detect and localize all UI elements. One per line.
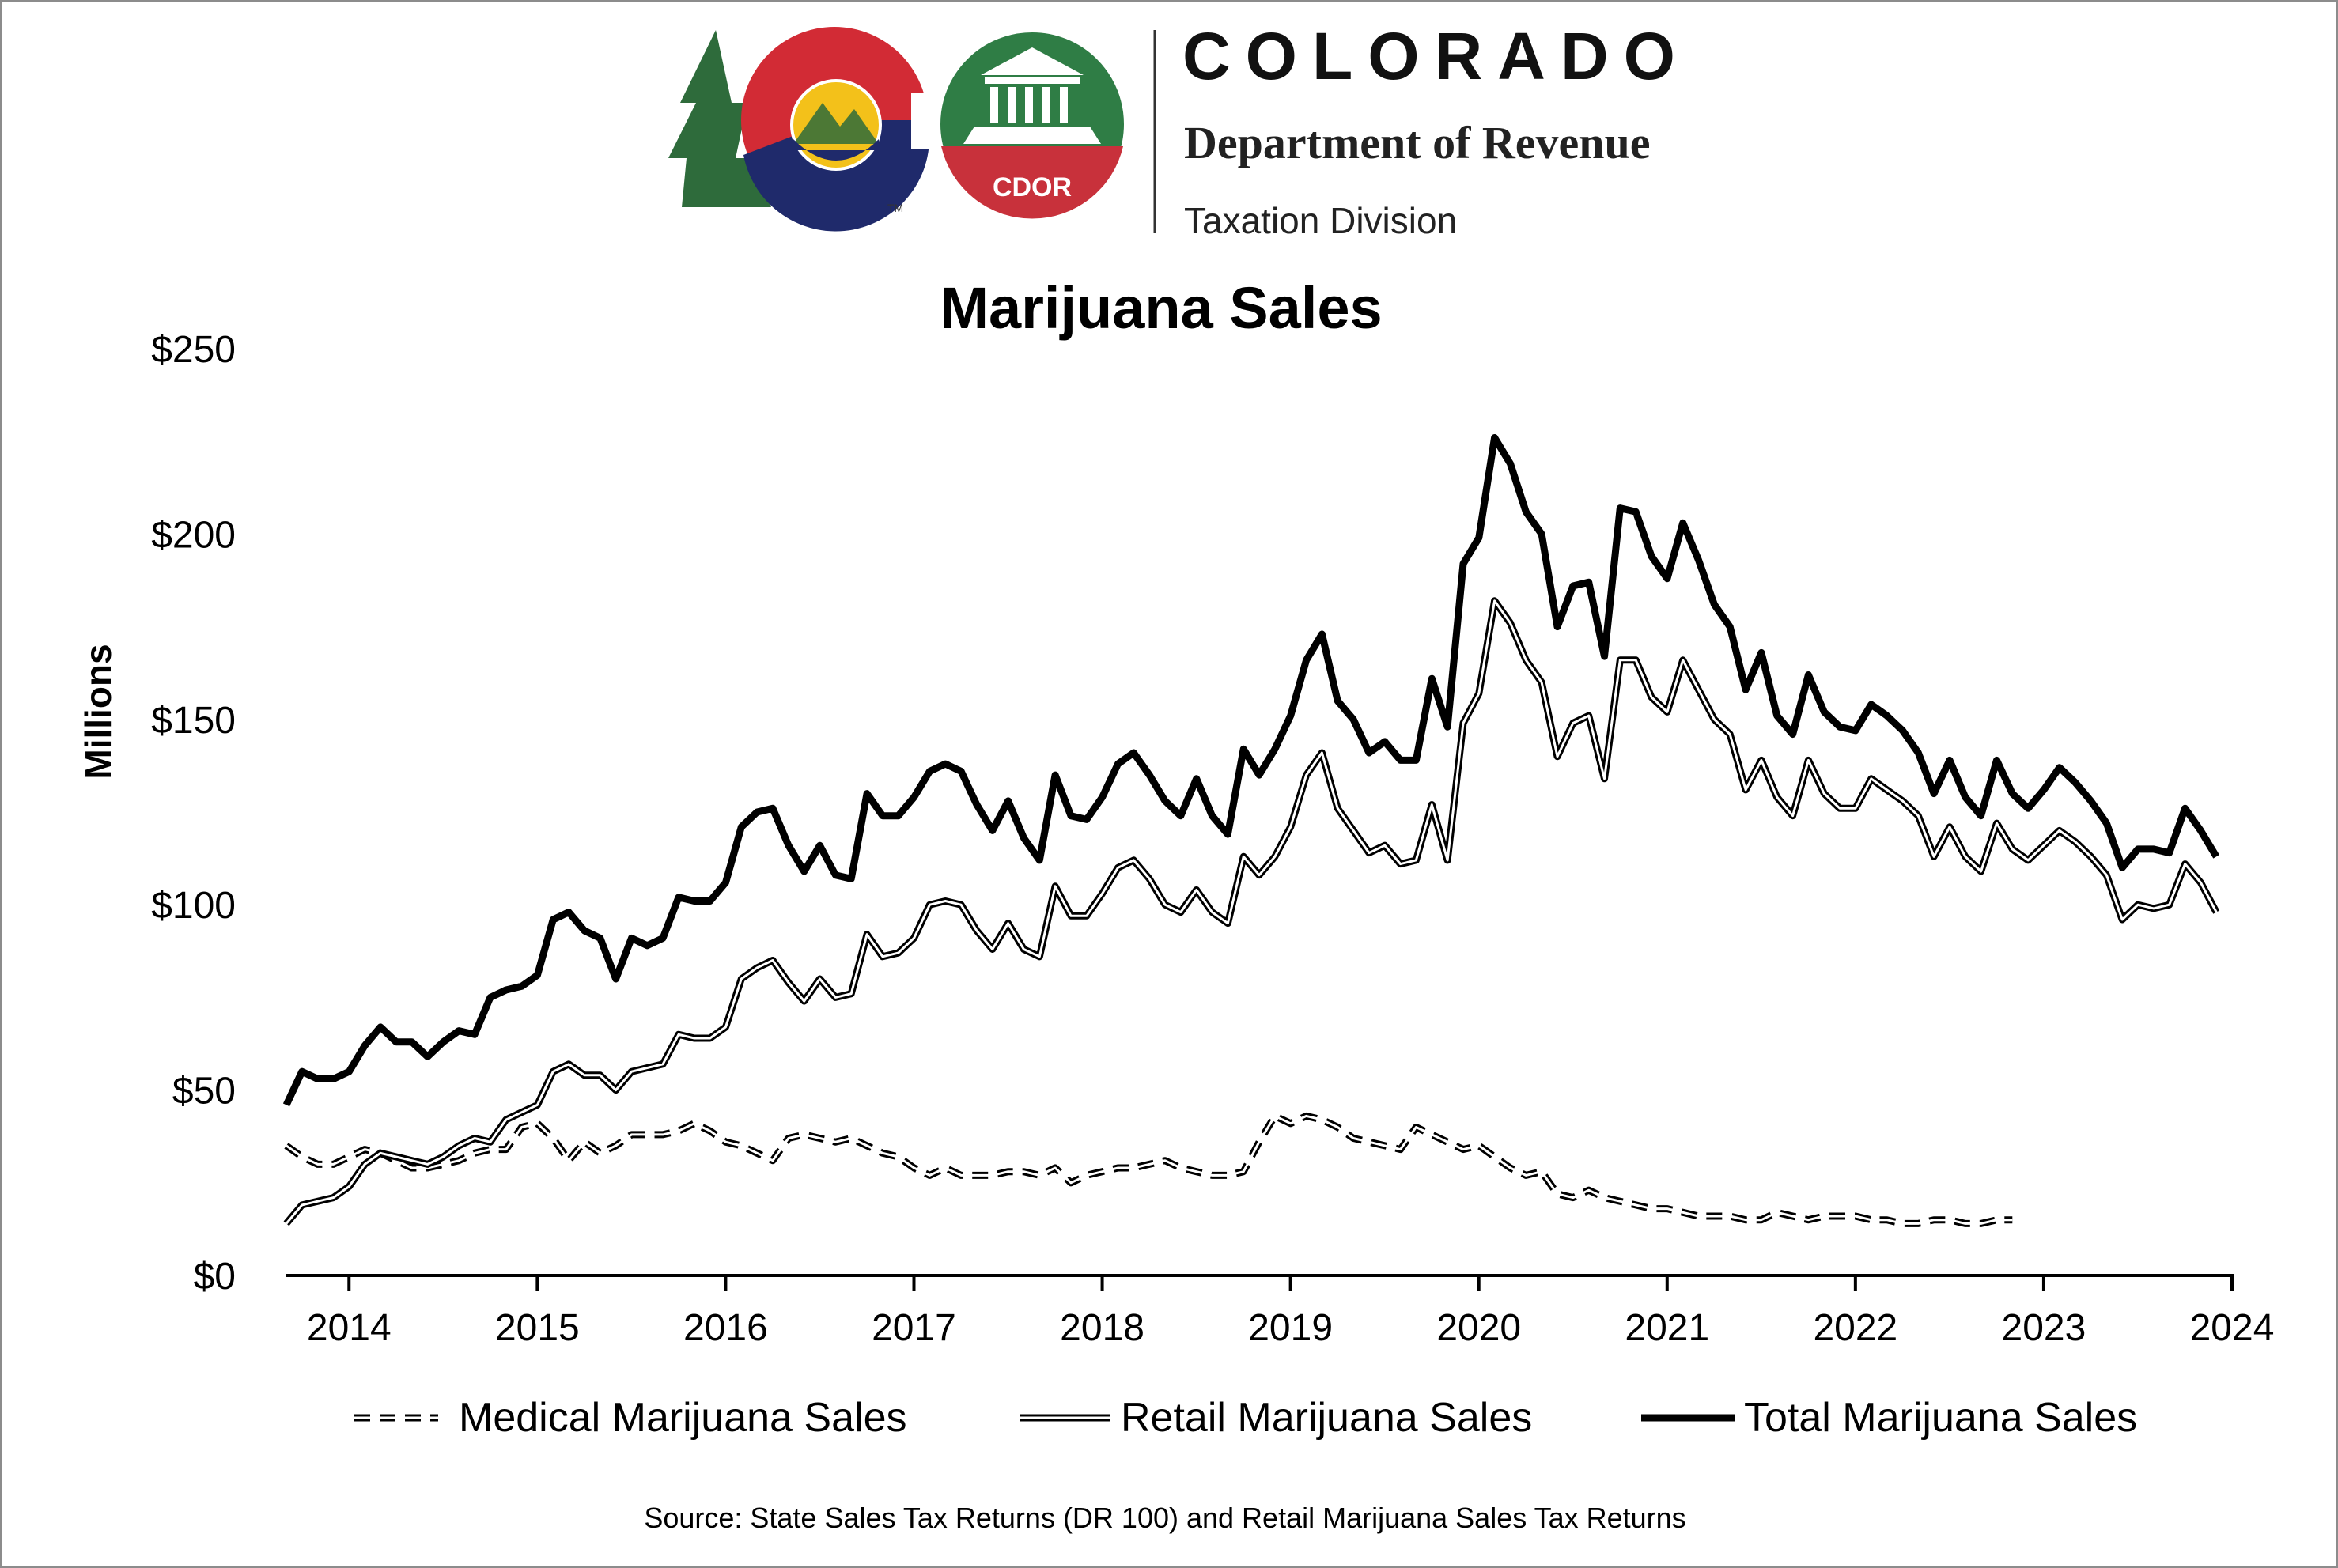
x-tick-label: 2020 [1436, 1307, 1521, 1349]
series-retail-marijuana-sales-outline [283, 597, 2220, 1226]
y-axis-label: Millions [78, 644, 119, 779]
y-tick-label: $150 [151, 700, 236, 742]
x-tick-label: 2024 [2190, 1307, 2275, 1349]
y-tick-label: $100 [151, 885, 236, 927]
x-tick-label: 2021 [1625, 1307, 1709, 1349]
x-tick-label: 2019 [1248, 1307, 1333, 1349]
chart-title: Marijuana Sales [940, 275, 1382, 341]
y-tick-label: $200 [151, 514, 236, 556]
trademark-mark: TM [887, 202, 903, 214]
legend: Medical Marijuana Sales Retail Marijuana … [354, 1395, 2137, 1441]
x-tick-label: 2016 [683, 1307, 768, 1349]
series-layer [282, 434, 2220, 1227]
cdor-seal-logo: CDOR [937, 29, 1127, 219]
legend-medical-marijuana-sales-label: Medical Marijuana Sales [459, 1395, 907, 1441]
series-medical-marijuana-sales-inner [286, 1114, 2013, 1225]
logo-wordmark: COLORADO [1182, 19, 1690, 93]
legend-total-marijuana-sales-label: Total Marijuana Sales [1744, 1395, 2137, 1441]
logo-department: Department of Revenue [1184, 117, 1651, 168]
x-tick-label: 2022 [1813, 1307, 1897, 1349]
x-tick-label: 2014 [307, 1307, 392, 1349]
logo-division: Taxation Division [1184, 200, 1457, 241]
y-axis-ticks: $0 $50 $100 $150 $200 $250 [151, 329, 236, 1298]
x-tick-label: 2017 [872, 1307, 956, 1349]
y-tick-label: $250 [151, 329, 236, 371]
legend-retail-marijuana-sales-label: Retail Marijuana Sales [1121, 1395, 1532, 1441]
y-tick-label: $50 [172, 1071, 236, 1113]
source-note: Source: State Sales Tax Returns (DR 100)… [644, 1502, 1685, 1534]
series-retail-marijuana-sales-inner [285, 599, 2218, 1225]
x-axis: 2014 2015 2016 2017 2018 2019 2020 2021 2022 2023… [286, 1274, 2275, 1349]
x-tick-label: 2018 [1060, 1307, 1144, 1349]
seal-text: CDOR [993, 172, 1072, 202]
x-tick-label: 2015 [495, 1307, 580, 1349]
series-total-marijuana-sales-line [282, 434, 2220, 1107]
colorado-c-logo: TM [668, 27, 939, 232]
y-tick-label: $0 [194, 1256, 236, 1298]
x-tick-label: 2023 [2002, 1307, 2086, 1349]
